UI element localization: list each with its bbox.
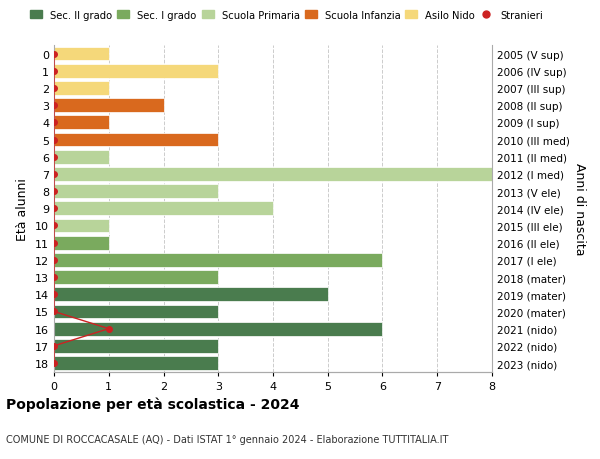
Bar bbox=[54, 219, 109, 233]
Bar bbox=[54, 253, 383, 267]
Bar bbox=[54, 236, 109, 250]
Bar bbox=[54, 322, 383, 336]
Bar bbox=[54, 339, 218, 353]
Bar bbox=[54, 168, 492, 181]
Text: COMUNE DI ROCCACASALE (AQ) - Dati ISTAT 1° gennaio 2024 - Elaborazione TUTTITALI: COMUNE DI ROCCACASALE (AQ) - Dati ISTAT … bbox=[6, 434, 448, 444]
Bar bbox=[54, 356, 218, 370]
Bar bbox=[54, 288, 328, 302]
Bar bbox=[54, 202, 273, 216]
Bar bbox=[54, 305, 218, 319]
Bar bbox=[54, 134, 218, 147]
Bar bbox=[54, 48, 109, 62]
Bar bbox=[54, 116, 109, 130]
Bar bbox=[54, 99, 163, 113]
Bar bbox=[54, 271, 218, 284]
Y-axis label: Età alunni: Età alunni bbox=[16, 178, 29, 240]
Bar bbox=[54, 82, 109, 95]
Y-axis label: Anni di nascita: Anni di nascita bbox=[574, 162, 586, 255]
Text: Popolazione per età scolastica - 2024: Popolazione per età scolastica - 2024 bbox=[6, 396, 299, 411]
Bar bbox=[54, 65, 218, 78]
Legend: Sec. II grado, Sec. I grado, Scuola Primaria, Scuola Infanzia, Asilo Nido, Stran: Sec. II grado, Sec. I grado, Scuola Prim… bbox=[28, 9, 545, 22]
Bar bbox=[54, 151, 109, 164]
Bar bbox=[54, 185, 218, 199]
